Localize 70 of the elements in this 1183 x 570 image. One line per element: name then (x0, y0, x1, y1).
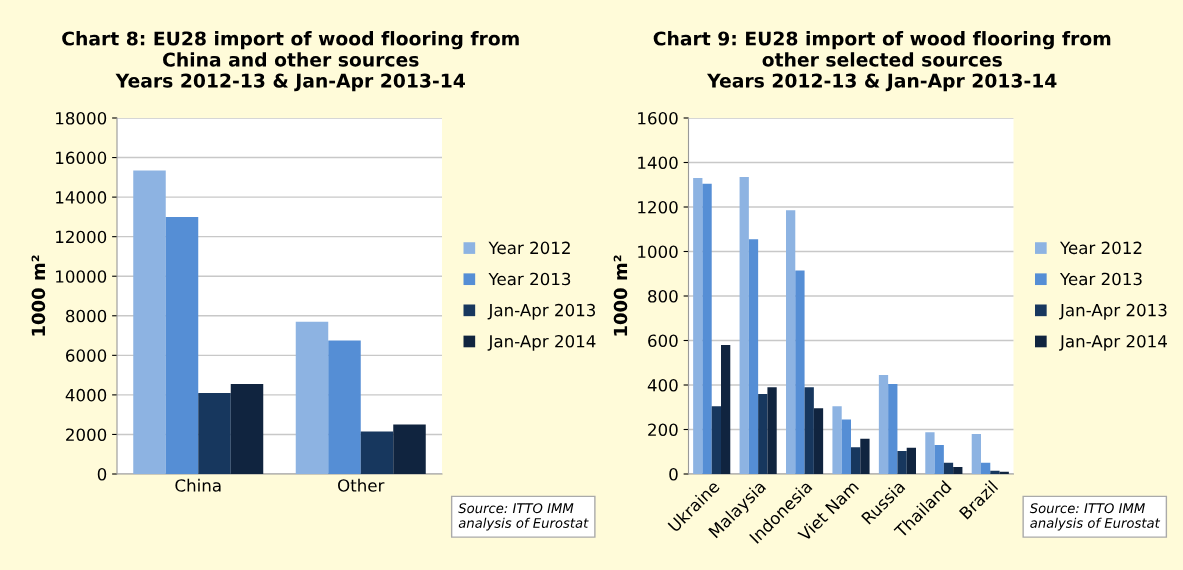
bar (721, 344, 731, 474)
bar (925, 432, 935, 474)
x-tick-label: Other (338, 478, 385, 492)
bar (795, 270, 805, 474)
bar (878, 374, 889, 474)
y-tick-label: 1400 (638, 156, 678, 170)
bar (981, 462, 991, 474)
bar (230, 384, 264, 474)
bar (860, 438, 870, 474)
legend-label: Jan-Apr 2013 (1059, 303, 1167, 320)
y-axis-title: 1000 m² (613, 255, 628, 336)
legend-label: Year 2012 (1059, 241, 1142, 255)
y-tick-label: 4000 (65, 388, 107, 402)
legend-label: Jan-Apr 2014 (1059, 334, 1167, 351)
y-tick-label: 400 (647, 378, 678, 392)
bar (295, 321, 329, 474)
y-tick-label: 6000 (66, 349, 107, 362)
bar (990, 470, 1000, 474)
y-tick-label: 18000 (56, 111, 107, 125)
bar (943, 462, 954, 474)
y-tick-label: 600 (648, 334, 678, 348)
y-axis-title: 1000 m² (31, 255, 46, 336)
x-tick-label: China (175, 478, 221, 492)
bar (841, 419, 851, 474)
bar (888, 383, 898, 474)
bar (758, 393, 768, 474)
bar (832, 406, 842, 474)
bar (767, 387, 777, 474)
bar (360, 431, 394, 474)
bar (934, 445, 944, 474)
y-tick-label: 14000 (56, 191, 107, 204)
y-tick-label: 800 (648, 289, 678, 303)
legend-label: Year 2013 (488, 272, 571, 286)
bar (897, 451, 907, 474)
bar (165, 216, 199, 474)
legend-label: Year 2012 (488, 241, 570, 255)
bar (786, 210, 796, 474)
bar (198, 392, 231, 474)
bar (702, 183, 712, 474)
bar (804, 387, 814, 474)
source-note: Source: ITTO IMM analysis of Eurostat (458, 503, 589, 531)
y-tick-label: 200 (648, 423, 678, 437)
bar (748, 239, 759, 474)
bar (328, 340, 361, 474)
y-tick-label: 16000 (56, 151, 107, 165)
bar (393, 424, 426, 474)
bar (971, 433, 981, 474)
y-tick-label: 8000 (65, 309, 107, 323)
y-tick-label: 10000 (56, 270, 107, 283)
y-tick-label: 0 (669, 467, 678, 481)
legend-label: Year 2013 (1059, 272, 1142, 286)
bar (953, 466, 963, 474)
bar (711, 406, 721, 474)
y-tick-label: 2000 (66, 428, 107, 442)
y-tick-label: 12000 (56, 230, 107, 244)
bar (133, 170, 166, 474)
y-tick-label: 1200 (638, 200, 678, 214)
y-tick-label: 0 (97, 467, 107, 481)
legend-label: Jan-Apr 2013 (487, 303, 596, 320)
y-tick-label: 1000 (638, 245, 678, 259)
bar (906, 447, 916, 474)
source-note: Source: ITTO IMM analysis of Eurostat (1029, 503, 1161, 531)
y-tick-label: 1600 (638, 111, 678, 125)
chart-title: Chart 8: EU28 import of wood flooring from China and other sources Years 2012-13 & Jan-Apr 2013-14 (62, 31, 519, 92)
bar (851, 447, 861, 474)
bar (813, 408, 824, 474)
legend-label: Jan-Apr 2014 (487, 334, 596, 351)
chart-title: Chart 9: EU28 import of wood flooring from other selected sources Years 2012-13 & Jan-Apr 2013-14 (653, 31, 1111, 92)
bar (693, 178, 703, 474)
bar (739, 176, 749, 474)
